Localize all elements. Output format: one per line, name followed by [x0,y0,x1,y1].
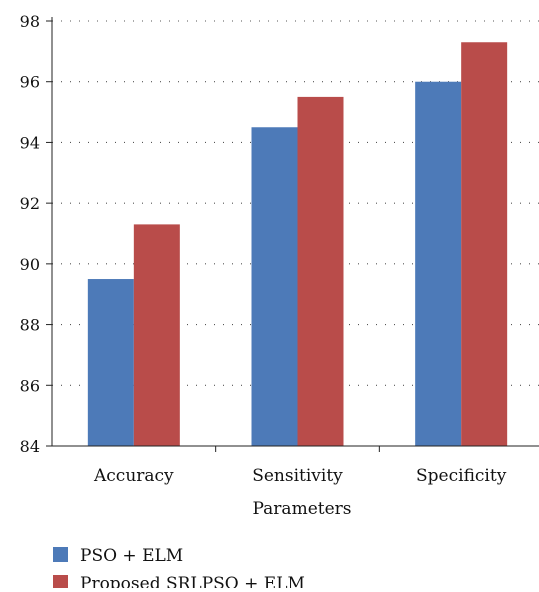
bars [88,42,507,446]
legend-swatch [53,575,68,588]
y-tick-label: 86 [20,376,40,395]
y-tick-label: 94 [20,133,40,152]
x-tick-label: Specificity [416,466,507,486]
x-tick-label: Accuracy [93,466,174,486]
x-axis-title: Parameters [253,499,352,519]
y-tick-labels: 84 86 88 90 92 94 96 98 [20,12,40,456]
x-tick-labels: Accuracy Sensitivity Specificity [93,466,507,486]
bar-accuracy-series-2 [134,224,180,446]
bar-specificity-series-1 [415,82,461,446]
y-tick-label: 90 [20,255,40,274]
legend-label: Proposed SRLPSO + ELM [80,574,305,588]
legend: PSO + ELM Proposed SRLPSO + ELM [53,546,305,588]
bar-sensitivity-series-2 [298,97,344,446]
y-tick-label: 92 [20,194,40,213]
bar-specificity-series-2 [461,42,507,446]
y-tick-label: 98 [20,12,40,31]
y-tick-label: 84 [20,437,40,456]
y-tick-label: 88 [20,316,40,335]
y-tick-label: 96 [20,73,40,92]
bar-sensitivity-series-1 [252,127,298,446]
x-tick-label: Sensitivity [252,466,343,486]
bar-accuracy-series-1 [88,279,134,446]
legend-swatch [53,547,68,562]
legend-label: PSO + ELM [80,546,183,566]
